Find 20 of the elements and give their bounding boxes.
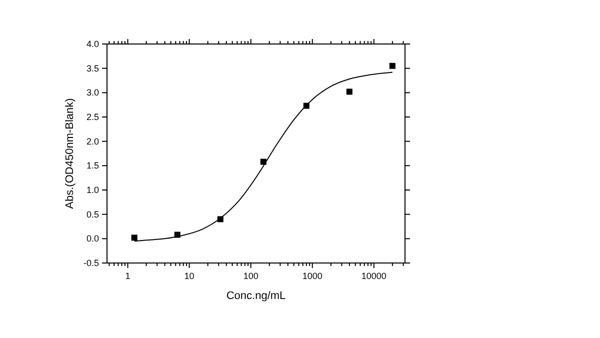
y-tick-label: 1.0: [86, 185, 99, 195]
x-tick-label: 1: [125, 271, 130, 281]
point: [346, 88, 352, 95]
y-tick-label: -0.5: [83, 258, 99, 268]
y-tick-label: 3.5: [86, 63, 99, 74]
x-tick-label: 1000: [302, 271, 322, 281]
x-tick-label: 10000: [361, 271, 386, 281]
y-tick-label: 2.5: [86, 112, 99, 122]
y-tick-label: 2.0: [86, 136, 99, 146]
x-axis-title: Conc.ng/mL: [226, 290, 286, 302]
point: [389, 62, 396, 69]
y-tick-label: 3.0: [86, 88, 99, 98]
y-tick-label: 0.0: [86, 234, 99, 244]
x-tick-label: 100: [243, 271, 258, 281]
point: [131, 234, 138, 241]
y-axis-title: Abs.(OD450nm-Blank): [64, 98, 76, 209]
y-tick-label: 0.5: [86, 209, 99, 220]
x-tick-label: 10: [184, 271, 194, 281]
y-tick-label: 1.5: [86, 160, 99, 171]
y-tick-label: 4.0: [86, 39, 99, 49]
